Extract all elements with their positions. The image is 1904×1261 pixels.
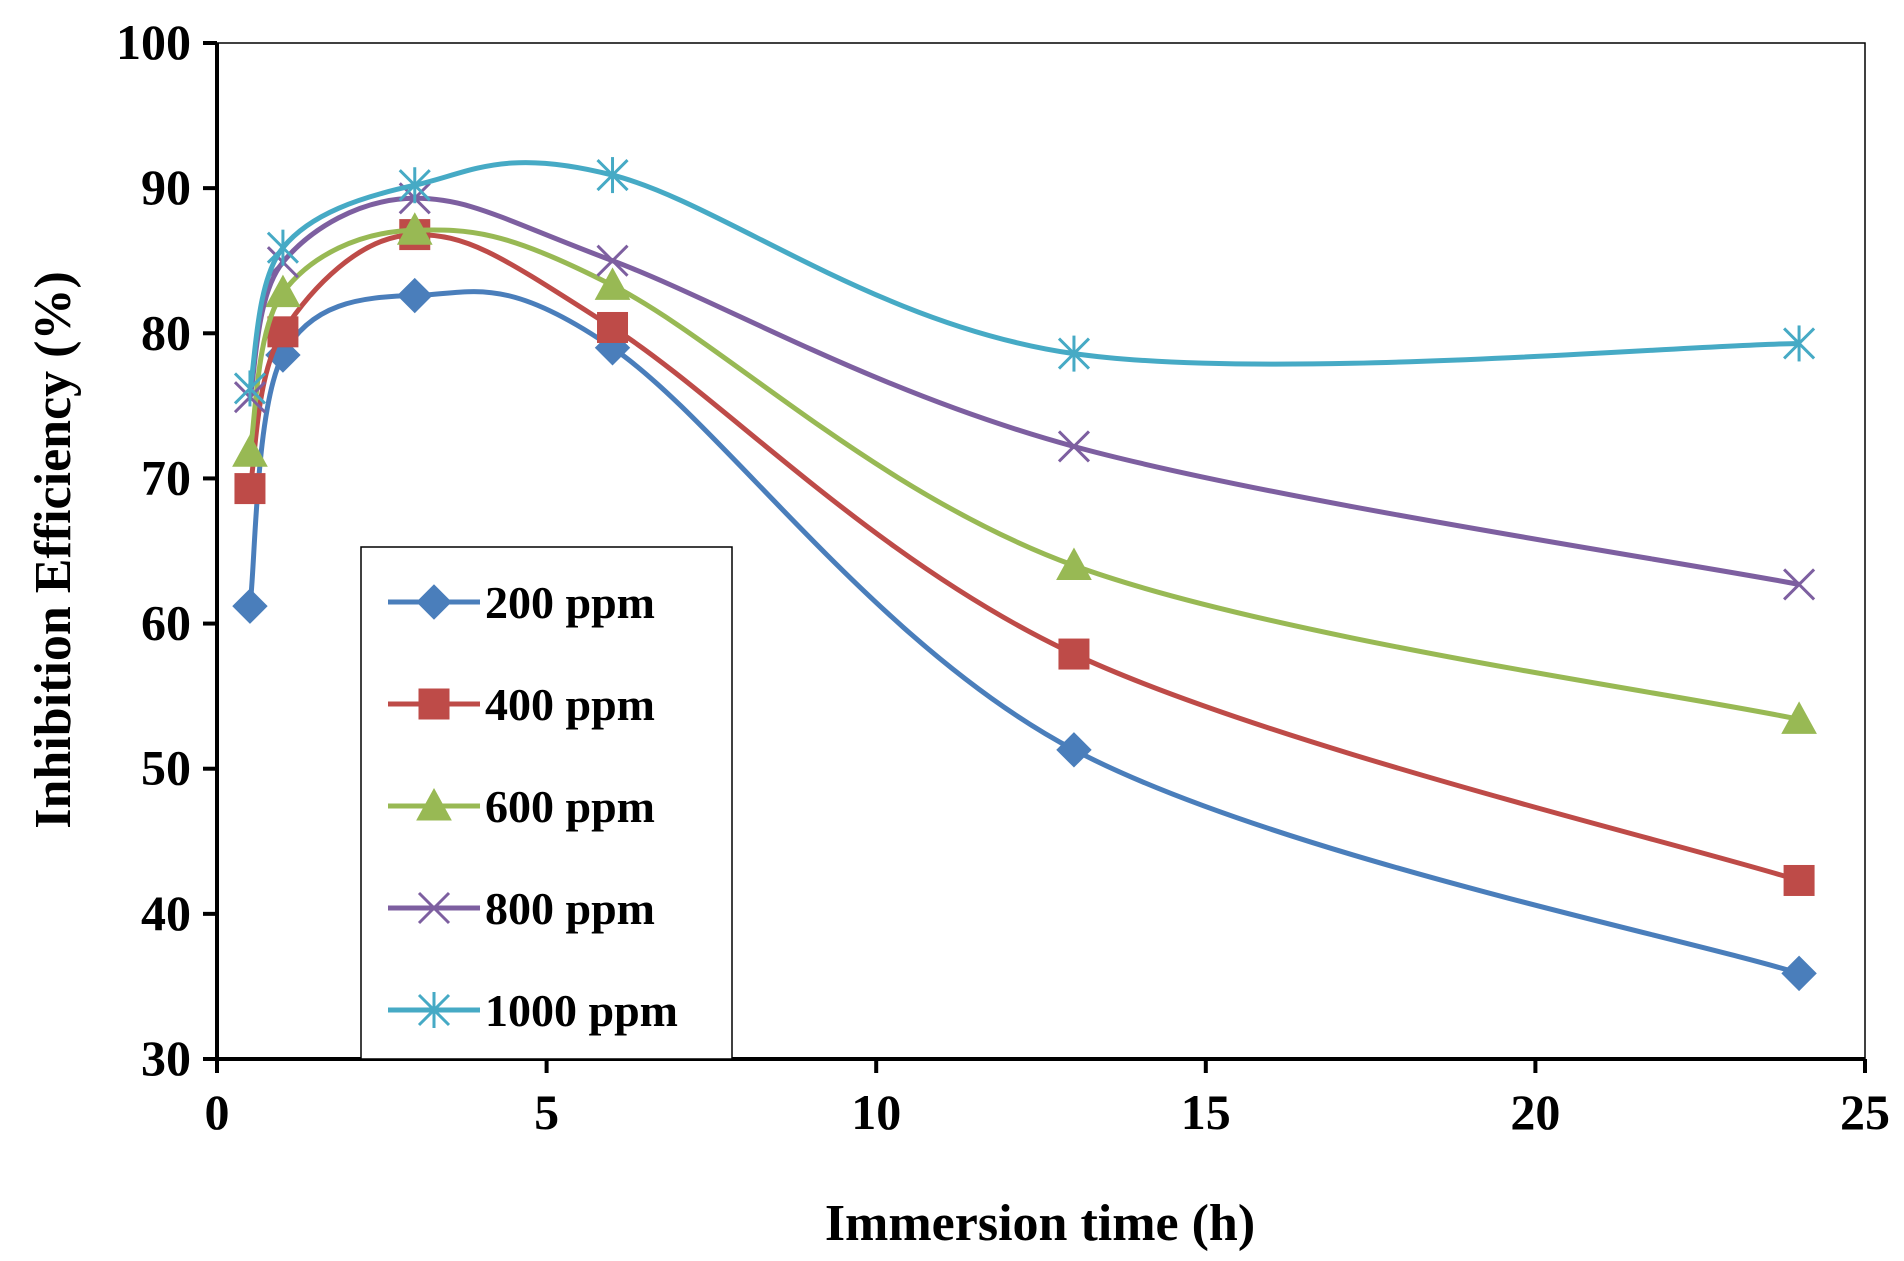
- data-point-1000-ppm: [596, 157, 629, 194]
- data-point-800-ppm: [1783, 568, 1816, 601]
- x-tick-label: 5: [534, 1084, 559, 1140]
- data-point-1000-ppm: [233, 370, 267, 407]
- y-tick-label: 50: [141, 740, 191, 796]
- triangle-marker-shape: [396, 212, 433, 245]
- series-line-1000-ppm: [247, 160, 1800, 390]
- x-tick-label: 15: [1181, 1084, 1231, 1140]
- square-marker-shape: [234, 473, 266, 505]
- legend-item-600-ppm: 600 ppm: [388, 781, 655, 832]
- data-point-800-ppm: [596, 244, 629, 277]
- diamond-marker-shape: [397, 277, 433, 314]
- data-point-600-ppm: [594, 267, 631, 300]
- data-point-400-ppm: [1783, 864, 1815, 896]
- legend-label: 1000 ppm: [485, 985, 678, 1036]
- legend-marker: [418, 688, 450, 720]
- x-tick-label: 0: [205, 1084, 230, 1140]
- data-point-600-ppm: [232, 434, 268, 467]
- square-marker-shape: [1783, 864, 1815, 896]
- data-point-1000-ppm: [1783, 325, 1816, 362]
- x-marker-stroke: [1057, 430, 1091, 463]
- series-line-800-ppm: [247, 195, 1800, 587]
- y-tick-label: 100: [116, 14, 191, 70]
- legend-item-400-ppm: 400 ppm: [388, 679, 655, 730]
- legend: 200 ppm 400 ppm 600 ppm 800 ppm 1000 ppm: [360, 546, 733, 1060]
- diamond-marker-shape: [416, 584, 452, 620]
- data-point-400-ppm: [267, 316, 299, 348]
- triangle-marker-shape: [416, 787, 452, 821]
- square-marker-shape: [1058, 638, 1090, 670]
- data-point-1000-ppm: [398, 167, 431, 204]
- y-tick-label: 30: [141, 1030, 191, 1086]
- triangle-marker-shape: [594, 267, 631, 300]
- x-tick-label: 10: [851, 1084, 901, 1140]
- data-point-400-ppm: [1058, 638, 1090, 670]
- triangle-marker-shape: [265, 274, 301, 308]
- legend-item-800-ppm: 800 ppm: [388, 883, 655, 934]
- data-point-600-ppm: [265, 274, 301, 308]
- data-point-200-ppm: [1781, 955, 1817, 992]
- y-tick-label: 90: [141, 159, 191, 215]
- x-tick-label: 20: [1510, 1084, 1560, 1140]
- legend-label: 200 ppm: [485, 577, 655, 628]
- legend-box: [360, 546, 733, 1060]
- data-point-1000-ppm: [266, 229, 299, 266]
- legend-marker: [416, 787, 452, 821]
- triangle-marker-shape: [1056, 547, 1092, 581]
- legend-item-1000-ppm: 1000 ppm: [388, 985, 678, 1036]
- legend-label: 400 ppm: [485, 679, 655, 730]
- legend-marker: [417, 992, 451, 1028]
- legend-label: 800 ppm: [485, 883, 655, 934]
- data-point-800-ppm: [1057, 430, 1091, 463]
- y-tick-label: 80: [141, 304, 191, 360]
- data-point-400-ppm: [234, 473, 266, 505]
- triangle-marker-shape: [232, 434, 268, 467]
- data-point-1000-ppm: [1057, 335, 1091, 372]
- data-point-600-ppm: [396, 212, 433, 245]
- square-marker-shape: [418, 688, 450, 720]
- y-tick-label: 70: [141, 449, 191, 505]
- x-marker-stroke: [1783, 568, 1816, 601]
- legend-marker: [417, 891, 451, 925]
- data-point-200-ppm: [1056, 732, 1092, 768]
- data-point-200-ppm: [232, 588, 268, 624]
- x-axis-title: Immersion time (h): [825, 1195, 1255, 1252]
- data-point-200-ppm: [397, 277, 433, 314]
- x-marker-stroke: [417, 891, 451, 925]
- legend-label: 600 ppm: [485, 781, 655, 832]
- diamond-marker-shape: [232, 588, 268, 624]
- legend-marker: [416, 584, 452, 620]
- data-point-600-ppm: [1781, 701, 1817, 734]
- y-axis-title: Inhibition Efficiency (%): [25, 271, 82, 829]
- triangle-marker-shape: [1781, 701, 1817, 734]
- y-tick-label: 40: [141, 885, 191, 941]
- x-marker-stroke: [596, 244, 629, 277]
- legend-item-200-ppm: 200 ppm: [388, 577, 655, 628]
- diamond-marker-shape: [1056, 732, 1092, 768]
- data-point-400-ppm: [597, 311, 629, 343]
- diamond-marker-shape: [1781, 955, 1817, 992]
- y-tick-label: 60: [141, 595, 191, 651]
- square-marker-shape: [267, 316, 299, 348]
- data-point-600-ppm: [1056, 547, 1092, 581]
- x-tick-label: 25: [1840, 1084, 1890, 1140]
- square-marker-shape: [597, 311, 629, 343]
